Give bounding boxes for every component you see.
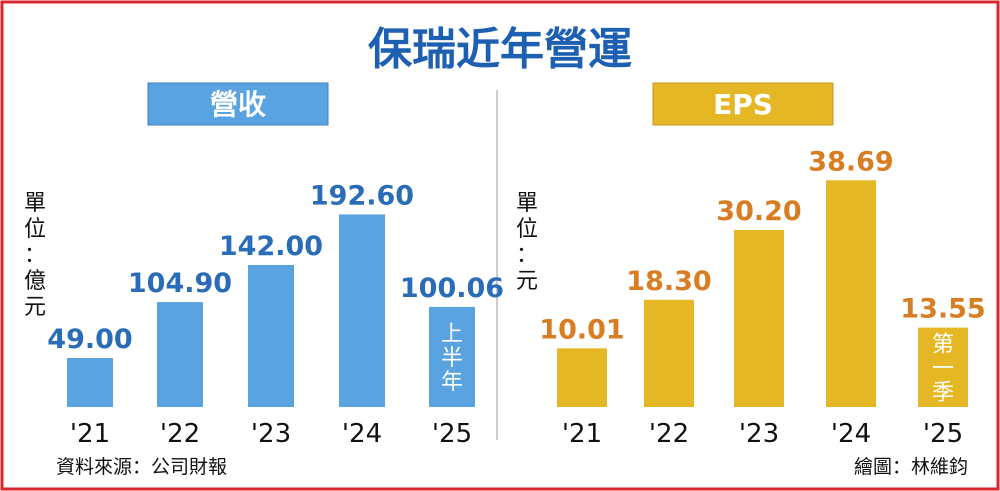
revenue-value-label: 142.00 xyxy=(219,231,323,262)
revenue-unit-label: 單位：億元 xyxy=(24,191,46,320)
eps-bar xyxy=(557,348,607,407)
revenue-value-label: 192.60 xyxy=(310,180,414,211)
eps-bars: 10.01 '21 18.30 '22 30.20 '23 38.69 '24 13.55 '25… xyxy=(539,146,985,449)
revenue-annotation-char: 半 xyxy=(441,346,463,371)
eps-unit-label: 單位：元 xyxy=(516,191,538,294)
revenue-value-label: 100.06 xyxy=(400,273,504,304)
eps-annotation-char: 第 xyxy=(932,332,954,357)
revenue-bar xyxy=(339,214,385,407)
revenue-unit-char: 位 xyxy=(24,217,46,242)
eps-category-label: '23 xyxy=(739,419,779,449)
revenue-bar xyxy=(157,302,203,407)
eps-bar xyxy=(644,299,694,407)
eps-unit-char: 元 xyxy=(516,269,538,294)
eps-value-label: 38.69 xyxy=(808,146,893,177)
eps-value-label: 30.20 xyxy=(716,196,801,227)
eps-category-label: '22 xyxy=(649,419,689,449)
revenue-unit-char: 億 xyxy=(24,269,46,294)
revenue-bar xyxy=(248,265,294,407)
revenue-header-box xyxy=(147,82,329,126)
eps-annotation-char: 一 xyxy=(932,356,954,381)
revenue-value-label: 49.00 xyxy=(47,324,132,355)
eps-bar xyxy=(734,230,784,407)
eps-value-label: 18.30 xyxy=(626,266,711,297)
eps-category-label: '24 xyxy=(831,419,871,449)
credit-note: 繪圖：林維鈞 xyxy=(854,456,968,478)
source-note: 資料來源：公司財報 xyxy=(56,456,227,478)
revenue-category-label: '22 xyxy=(160,419,200,449)
main-title: 保瑞近年營運 xyxy=(368,24,632,75)
revenue-header-label: 營收 xyxy=(210,88,266,121)
revenue-category-label: '25 xyxy=(432,419,472,449)
eps-header-box xyxy=(652,82,834,126)
revenue-unit-char: 元 xyxy=(24,295,46,320)
revenue-bar xyxy=(67,358,113,407)
revenue-annotation-char: 上 xyxy=(441,322,463,347)
revenue-value-label: 104.90 xyxy=(128,268,232,299)
revenue-bars: 49.00 '21 104.90 '22 142.00 '23 192.60 '24 100.0… xyxy=(47,180,504,449)
eps-bar xyxy=(918,327,968,407)
eps-header-label: EPS xyxy=(713,88,773,121)
revenue-unit-char: 單 xyxy=(24,191,46,216)
eps-unit-char: 單 xyxy=(516,191,538,216)
revenue-category-label: '24 xyxy=(342,419,382,449)
revenue-bar xyxy=(429,306,475,407)
revenue-category-label: '21 xyxy=(70,419,110,449)
revenue-unit-char: ： xyxy=(24,243,46,268)
eps-unit-char: ： xyxy=(516,243,538,268)
eps-annotation-char: 季 xyxy=(932,380,954,405)
eps-bar xyxy=(826,180,876,407)
eps-category-label: '21 xyxy=(562,419,602,449)
revenue-annotation-char: 年 xyxy=(441,370,463,395)
eps-unit-char: 位 xyxy=(516,217,538,242)
eps-value-label: 10.01 xyxy=(539,314,624,345)
revenue-category-label: '23 xyxy=(251,419,291,449)
eps-value-label: 13.55 xyxy=(900,294,985,325)
eps-category-label: '25 xyxy=(923,419,963,449)
